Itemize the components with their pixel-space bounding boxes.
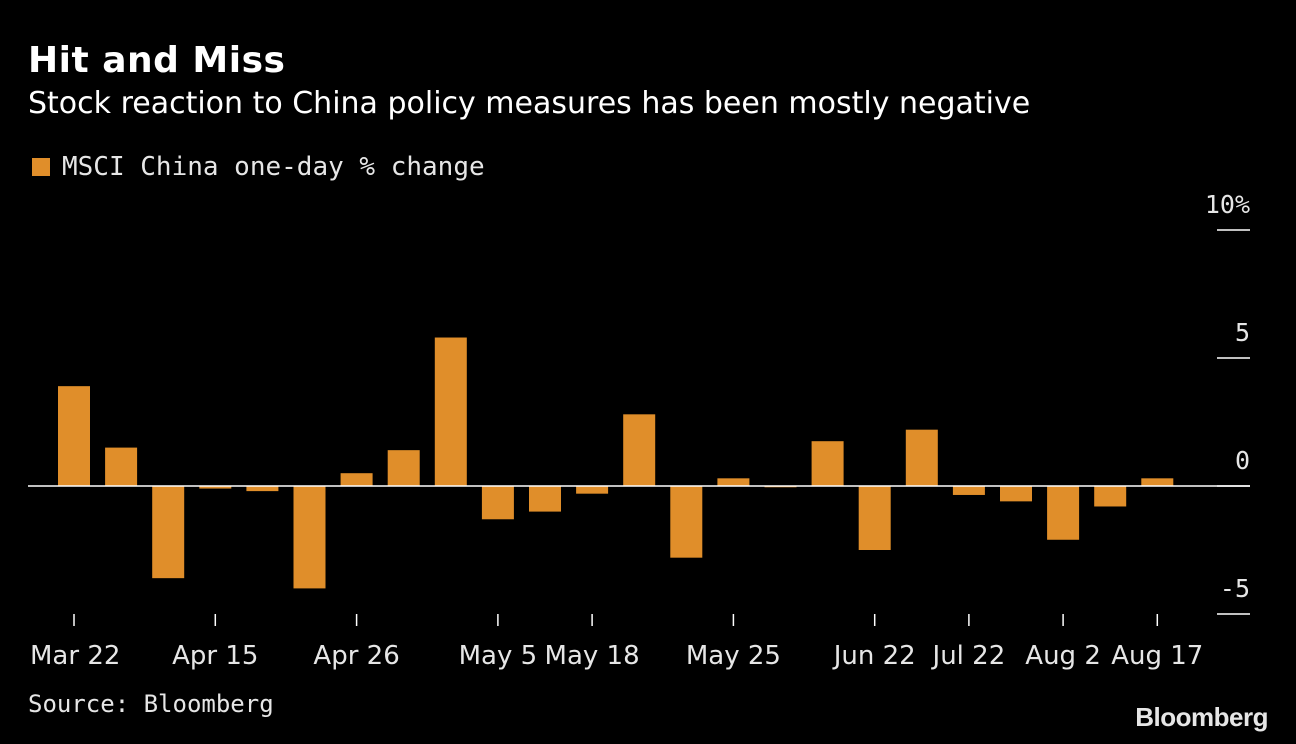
x-tick-label-4: May 18 (545, 641, 640, 671)
chart-title: Hit and Miss (28, 40, 286, 81)
legend-swatch (32, 158, 50, 176)
bar-20 (1000, 486, 1032, 502)
x-tick-label-7: Jul 22 (931, 641, 1006, 671)
bar-22 (1094, 486, 1127, 507)
x-tick-label-8: Aug 2 (1025, 641, 1101, 671)
y-tick-label-1: 5 (1235, 318, 1250, 347)
x-tick-label-5: May 25 (686, 641, 781, 671)
bar-8 (434, 337, 467, 486)
bar-21 (1047, 486, 1080, 540)
bar-5 (293, 486, 326, 589)
bar-4 (246, 486, 279, 492)
bloomberg-logo: Bloomberg (1135, 702, 1268, 732)
legend-label: MSCI China one-day % change (62, 152, 485, 182)
x-tick-label-1: Apr 15 (172, 641, 258, 671)
chart-subtitle: Stock reaction to China policy measures … (28, 86, 1031, 121)
bar-17 (858, 486, 891, 550)
bar-2 (152, 486, 185, 579)
bar-12 (623, 414, 656, 486)
bar-16 (811, 441, 844, 486)
y-tick-label-0: 10% (1205, 190, 1250, 219)
x-tick-label-3: May 5 (459, 641, 538, 671)
y-tick-label-3: -5 (1220, 574, 1250, 603)
bar-23 (1141, 478, 1174, 486)
x-tick-label-9: Aug 17 (1111, 641, 1203, 671)
y-tick-label-2: 0 (1235, 446, 1250, 475)
bar-0 (58, 386, 90, 486)
x-tick-label-6: Jun 22 (832, 641, 916, 671)
bar-13 (670, 486, 703, 558)
bar-14 (717, 478, 750, 486)
bar-10 (529, 486, 561, 512)
bar-1 (105, 447, 138, 486)
bar-6 (340, 473, 373, 486)
bar-3 (199, 486, 232, 489)
source-note: Source: Bloomberg (28, 690, 274, 718)
bar-11 (576, 486, 609, 494)
x-tick-label-2: Apr 26 (313, 641, 399, 671)
bar-18 (905, 429, 938, 486)
x-tick-label-0: Mar 22 (30, 641, 120, 671)
legend: MSCI China one-day % change (32, 152, 485, 182)
bar-19 (952, 486, 985, 495)
bar-7 (387, 450, 420, 486)
bar-9 (481, 486, 514, 520)
